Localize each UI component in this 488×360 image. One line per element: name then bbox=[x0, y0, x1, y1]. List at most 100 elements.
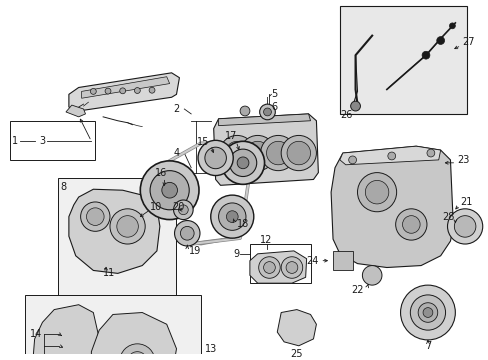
Circle shape bbox=[350, 101, 360, 111]
Circle shape bbox=[409, 295, 445, 330]
Circle shape bbox=[229, 149, 256, 176]
Text: 2: 2 bbox=[173, 104, 179, 114]
Text: 11: 11 bbox=[103, 269, 115, 278]
Text: 26: 26 bbox=[339, 110, 351, 120]
Polygon shape bbox=[218, 114, 310, 126]
Circle shape bbox=[210, 195, 253, 238]
Circle shape bbox=[260, 135, 295, 171]
Circle shape bbox=[120, 344, 155, 360]
Circle shape bbox=[162, 183, 177, 198]
Circle shape bbox=[105, 88, 111, 94]
Circle shape bbox=[240, 106, 249, 116]
Circle shape bbox=[86, 208, 104, 225]
Circle shape bbox=[266, 141, 289, 165]
Circle shape bbox=[226, 211, 238, 222]
Circle shape bbox=[198, 140, 233, 176]
Text: 1: 1 bbox=[12, 136, 18, 146]
Text: 25: 25 bbox=[290, 348, 303, 359]
Circle shape bbox=[149, 87, 155, 93]
Circle shape bbox=[263, 262, 275, 273]
Text: 14: 14 bbox=[30, 329, 42, 339]
Circle shape bbox=[400, 285, 454, 340]
Circle shape bbox=[387, 152, 395, 160]
Circle shape bbox=[421, 51, 429, 59]
Circle shape bbox=[245, 141, 269, 165]
Circle shape bbox=[286, 141, 310, 165]
Text: 8: 8 bbox=[60, 182, 66, 192]
Bar bbox=[249, 244, 310, 283]
Circle shape bbox=[259, 104, 275, 120]
Text: 7: 7 bbox=[424, 341, 430, 351]
Circle shape bbox=[422, 308, 432, 318]
Text: 3: 3 bbox=[40, 136, 45, 146]
Circle shape bbox=[120, 88, 125, 94]
Text: 10: 10 bbox=[150, 202, 162, 212]
Circle shape bbox=[134, 87, 140, 94]
Text: 21: 21 bbox=[459, 197, 471, 207]
Text: 15: 15 bbox=[197, 137, 209, 147]
Bar bbox=[10, 121, 95, 160]
Polygon shape bbox=[69, 73, 179, 111]
Polygon shape bbox=[66, 105, 85, 117]
Circle shape bbox=[258, 257, 280, 278]
Circle shape bbox=[117, 216, 138, 237]
Text: 13: 13 bbox=[204, 344, 217, 354]
Text: 19: 19 bbox=[189, 246, 201, 256]
Circle shape bbox=[178, 205, 188, 215]
Bar bbox=[339, 6, 466, 114]
Polygon shape bbox=[249, 251, 306, 283]
Circle shape bbox=[140, 161, 199, 220]
Text: 18: 18 bbox=[237, 220, 249, 229]
Circle shape bbox=[81, 202, 110, 231]
Circle shape bbox=[263, 108, 271, 116]
Circle shape bbox=[285, 262, 297, 273]
Text: 24: 24 bbox=[305, 256, 318, 266]
Circle shape bbox=[417, 303, 437, 322]
Circle shape bbox=[240, 135, 275, 171]
Text: 20: 20 bbox=[172, 202, 184, 212]
Circle shape bbox=[362, 266, 381, 285]
Circle shape bbox=[281, 135, 316, 171]
Circle shape bbox=[447, 209, 482, 244]
Circle shape bbox=[173, 200, 193, 220]
Circle shape bbox=[90, 89, 96, 94]
Text: 16: 16 bbox=[155, 168, 167, 177]
Bar bbox=[25, 295, 201, 360]
Circle shape bbox=[127, 352, 147, 360]
Polygon shape bbox=[277, 310, 316, 346]
Circle shape bbox=[150, 171, 189, 210]
Text: 12: 12 bbox=[259, 235, 271, 245]
Circle shape bbox=[281, 257, 302, 278]
Circle shape bbox=[426, 149, 434, 157]
Circle shape bbox=[237, 157, 248, 169]
Circle shape bbox=[448, 23, 454, 29]
Circle shape bbox=[221, 141, 264, 184]
Circle shape bbox=[218, 203, 245, 230]
Circle shape bbox=[436, 37, 444, 44]
Text: 27: 27 bbox=[461, 37, 474, 48]
Circle shape bbox=[357, 172, 396, 212]
Polygon shape bbox=[33, 305, 98, 360]
Text: 17: 17 bbox=[225, 131, 237, 141]
Circle shape bbox=[204, 147, 226, 169]
Circle shape bbox=[219, 135, 254, 171]
Circle shape bbox=[180, 226, 194, 240]
Circle shape bbox=[348, 156, 356, 164]
Circle shape bbox=[174, 221, 200, 246]
Text: 6: 6 bbox=[271, 102, 277, 112]
Text: 5: 5 bbox=[271, 89, 277, 99]
Polygon shape bbox=[339, 146, 440, 165]
Circle shape bbox=[225, 141, 248, 165]
Text: 22: 22 bbox=[350, 285, 363, 295]
Text: 28: 28 bbox=[441, 212, 453, 222]
Text: 4: 4 bbox=[173, 148, 179, 158]
Circle shape bbox=[365, 180, 388, 204]
Text: 9: 9 bbox=[233, 249, 239, 259]
Polygon shape bbox=[91, 312, 176, 360]
Circle shape bbox=[110, 209, 145, 244]
Polygon shape bbox=[69, 189, 160, 273]
Polygon shape bbox=[81, 77, 169, 98]
Circle shape bbox=[453, 216, 475, 237]
Text: 23: 23 bbox=[456, 155, 468, 165]
Polygon shape bbox=[330, 146, 452, 267]
